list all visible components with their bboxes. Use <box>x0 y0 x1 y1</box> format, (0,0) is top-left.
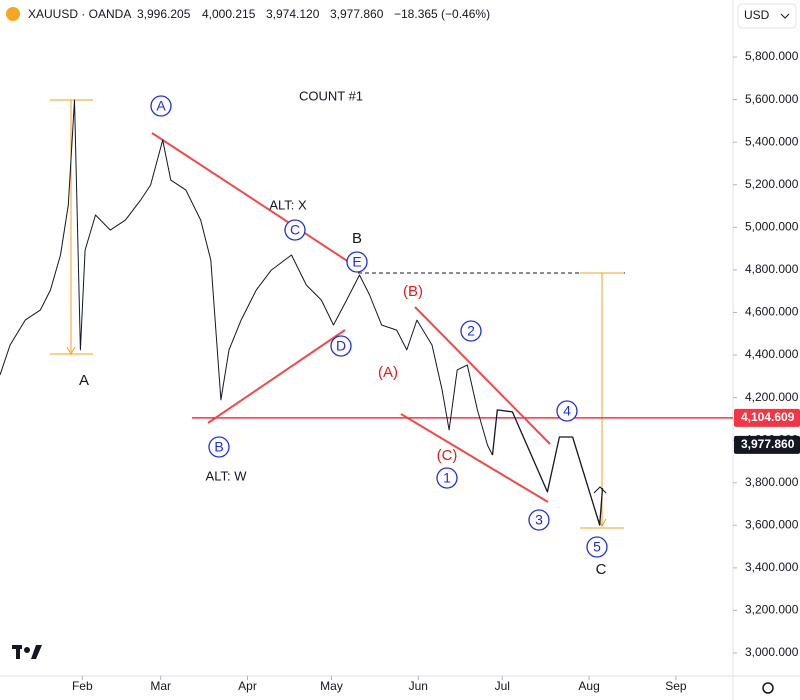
ohlc-close: 3,977.860 <box>330 7 384 21</box>
symbol-icon <box>6 7 20 21</box>
level-tag <box>734 408 800 427</box>
last-price-label: 3,977.860 <box>741 437 795 451</box>
wave-label: (A) <box>378 364 398 381</box>
wave-label: ALT: X <box>269 197 307 212</box>
settings-icon[interactable] <box>762 682 774 694</box>
y-tick-label: 3,200.000 <box>745 603 799 617</box>
x-tick-label: Jun <box>409 679 428 693</box>
ohlc-open: 3,996.205 <box>137 7 191 21</box>
wave-circle <box>346 251 368 273</box>
wave-label: 2 <box>467 323 475 339</box>
y-tick-label: 3,800.000 <box>745 475 799 489</box>
trend-line <box>414 306 551 445</box>
price-axis <box>733 0 800 700</box>
wave-label: B <box>352 230 362 247</box>
ohlc-high: 4,000.215 <box>202 7 256 21</box>
ohlc-low: 3,974.120 <box>266 7 320 21</box>
wave-label: (C) <box>437 447 458 464</box>
wave-label: 1 <box>443 470 451 486</box>
wave-label: C <box>596 561 607 578</box>
wave-circle <box>586 536 608 558</box>
x-tick-label: Sep <box>665 679 687 693</box>
wave-label: B <box>214 439 223 455</box>
wave-circle <box>460 320 482 342</box>
wave-label: 3 <box>535 512 543 528</box>
y-tick-label: 3,000.000 <box>745 645 799 659</box>
tv-logo <box>12 645 42 659</box>
y-tick-label: 5,000.000 <box>745 219 799 233</box>
dropdown-icon[interactable] <box>780 13 790 19</box>
trend-line <box>400 413 549 503</box>
x-tick-label: Mar <box>150 679 171 693</box>
y-tick-label: 4,200.000 <box>745 390 799 404</box>
currency-button[interactable] <box>737 3 797 29</box>
wave-circle <box>528 509 550 531</box>
wave-circle <box>436 467 458 489</box>
drawings <box>50 99 625 529</box>
y-tick-label: 4,400.000 <box>745 347 799 361</box>
wave-circle <box>208 436 230 458</box>
y-tick-label: 5,600.000 <box>745 92 799 106</box>
y-tick-label: 5,800.000 <box>745 49 799 63</box>
x-tick-label: Jul <box>495 679 510 693</box>
x-tick-label: May <box>320 679 343 693</box>
y-tick-label: 3,600.000 <box>745 517 799 531</box>
level-label: 4,104.609 <box>741 410 795 424</box>
symbol: XAUUSD · OANDA <box>28 7 131 21</box>
measure-arrow <box>66 346 76 356</box>
wave-label: E <box>352 254 361 270</box>
wave-circle <box>150 95 172 117</box>
y-tick-label: 3,400.000 <box>745 560 799 574</box>
wave-label: 5 <box>593 539 601 555</box>
wave-circle <box>284 219 306 241</box>
wave-label: D <box>336 338 346 354</box>
wave-label: (B) <box>403 283 423 300</box>
price-line <box>0 99 493 456</box>
wave-label: C <box>290 222 300 238</box>
price-line <box>491 409 604 526</box>
last-price-tag <box>734 435 800 454</box>
wave-label: 4 <box>563 403 571 419</box>
wave-circle <box>330 335 352 357</box>
ohlc-change: −18.365 (−0.46%) <box>394 7 490 21</box>
trend-line <box>151 132 356 267</box>
x-tick-label: Aug <box>578 679 599 693</box>
y-tick-label: 5,400.000 <box>745 134 799 148</box>
x-tick-label: Feb <box>72 679 93 693</box>
y-tick-label: 4,600.000 <box>745 305 799 319</box>
trend-line <box>207 329 346 424</box>
wave-label: A <box>79 372 89 389</box>
wave-label: A <box>156 98 166 114</box>
wave-label: ALT: W <box>206 468 248 483</box>
y-tick-label: 4,800.000 <box>745 262 799 276</box>
currency[interactable]: USD <box>744 8 770 22</box>
arrow-head <box>593 486 607 494</box>
wave-label: COUNT #1 <box>299 88 363 103</box>
x-tick-label: Apr <box>238 679 257 693</box>
y-tick-label: 5,200.000 <box>745 177 799 191</box>
wave-circle <box>556 400 578 422</box>
